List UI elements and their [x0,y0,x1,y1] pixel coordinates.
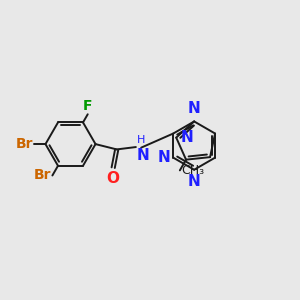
Text: F: F [83,99,92,113]
Text: N: N [136,148,149,163]
Text: CH₃: CH₃ [181,164,204,177]
Text: N: N [188,174,200,189]
Text: N: N [181,130,194,145]
Text: O: O [107,171,120,186]
Text: H: H [136,135,145,145]
Text: N: N [188,101,200,116]
Text: Br: Br [15,137,33,151]
Text: N: N [158,150,170,165]
Text: Br: Br [33,169,51,182]
